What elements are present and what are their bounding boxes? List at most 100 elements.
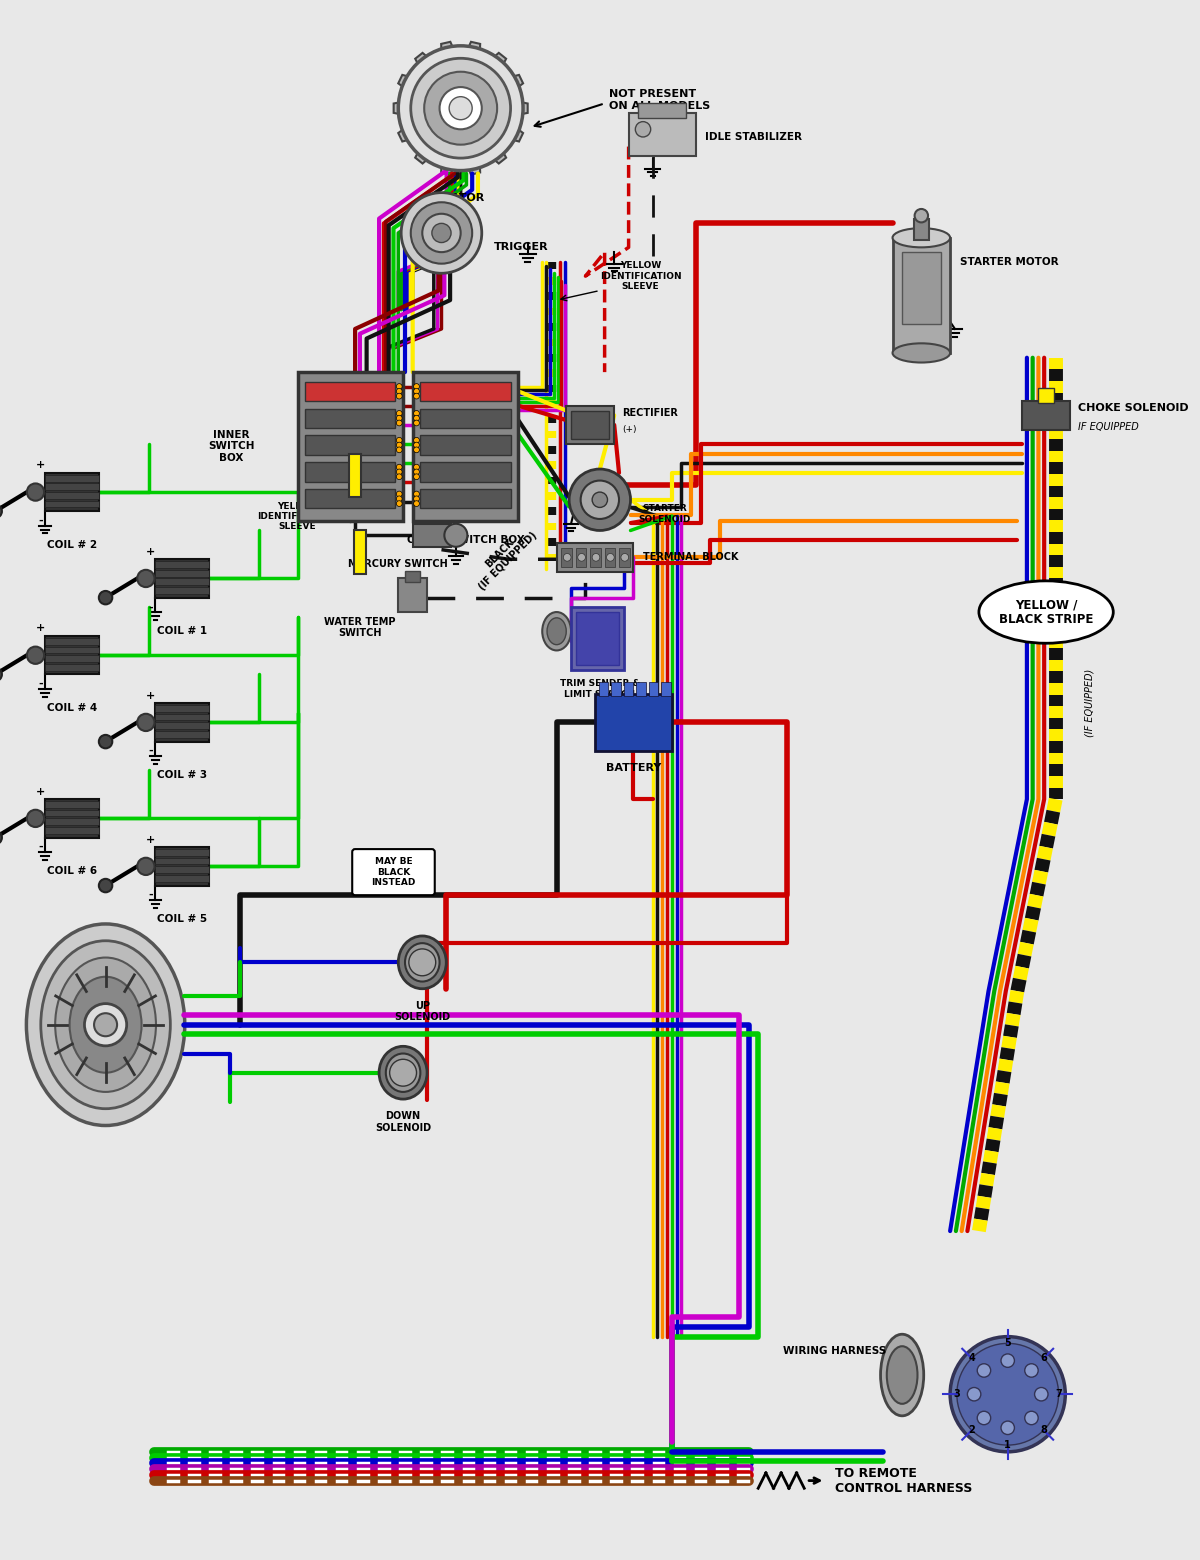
Circle shape bbox=[569, 470, 630, 530]
Circle shape bbox=[0, 831, 2, 844]
Bar bbox=[636, 682, 646, 696]
Ellipse shape bbox=[379, 1047, 427, 1100]
Circle shape bbox=[98, 878, 113, 892]
Circle shape bbox=[414, 501, 419, 507]
Text: MAY BE
BLACK
INSTEAD: MAY BE BLACK INSTEAD bbox=[371, 858, 415, 888]
Circle shape bbox=[439, 87, 481, 129]
Circle shape bbox=[422, 214, 461, 253]
Text: IF EQUIPPED: IF EQUIPPED bbox=[1078, 421, 1139, 432]
Circle shape bbox=[914, 209, 928, 223]
Circle shape bbox=[390, 1059, 416, 1086]
Text: YELLOW /
BLACK STRIPE: YELLOW / BLACK STRIPE bbox=[998, 597, 1093, 626]
Circle shape bbox=[950, 1337, 1066, 1452]
Text: BLACK
(IF EQUIPPED): BLACK (IF EQUIPPED) bbox=[469, 523, 539, 593]
Bar bbox=[156, 849, 209, 856]
FancyBboxPatch shape bbox=[353, 849, 434, 895]
Text: WIRING HARNESS: WIRING HARNESS bbox=[784, 1346, 887, 1356]
Circle shape bbox=[1001, 1354, 1014, 1368]
Text: STARTER MOTOR: STARTER MOTOR bbox=[960, 257, 1058, 267]
Polygon shape bbox=[464, 156, 480, 175]
Circle shape bbox=[414, 465, 419, 470]
Text: +: + bbox=[146, 546, 155, 557]
Polygon shape bbox=[464, 42, 480, 59]
Circle shape bbox=[1034, 1387, 1048, 1401]
Bar bbox=[305, 382, 396, 401]
Circle shape bbox=[396, 474, 402, 479]
Circle shape bbox=[414, 410, 419, 417]
Bar bbox=[571, 410, 610, 440]
Circle shape bbox=[410, 58, 510, 158]
Text: +: + bbox=[36, 786, 44, 797]
Text: (IF EQUIPPED): (IF EQUIPPED) bbox=[1085, 669, 1094, 738]
Bar bbox=[624, 682, 634, 696]
Text: -: - bbox=[38, 679, 43, 690]
Bar bbox=[349, 454, 361, 498]
Circle shape bbox=[414, 420, 419, 426]
Bar bbox=[46, 491, 98, 499]
Polygon shape bbox=[504, 75, 523, 94]
Text: 7: 7 bbox=[1055, 1390, 1062, 1399]
Ellipse shape bbox=[55, 958, 156, 1092]
Circle shape bbox=[84, 1003, 127, 1045]
Bar bbox=[398, 579, 427, 612]
Circle shape bbox=[396, 441, 402, 448]
Text: -: - bbox=[149, 891, 152, 900]
Bar bbox=[305, 409, 396, 427]
Polygon shape bbox=[398, 123, 418, 142]
Circle shape bbox=[414, 388, 419, 395]
Bar bbox=[406, 571, 420, 582]
Circle shape bbox=[414, 415, 419, 421]
Text: -: - bbox=[38, 516, 43, 526]
Circle shape bbox=[98, 735, 113, 749]
Bar bbox=[1022, 401, 1070, 429]
Text: TRIM SENDER &
LIMIT SWITCH: TRIM SENDER & LIMIT SWITCH bbox=[559, 679, 640, 699]
Bar bbox=[156, 732, 209, 738]
Bar bbox=[305, 490, 396, 509]
Circle shape bbox=[444, 524, 467, 548]
Bar bbox=[46, 638, 98, 644]
Bar bbox=[298, 373, 403, 521]
Circle shape bbox=[94, 1012, 118, 1036]
Circle shape bbox=[606, 554, 614, 562]
Polygon shape bbox=[415, 53, 434, 73]
Text: DOWN
SOLENOID: DOWN SOLENOID bbox=[376, 1111, 431, 1133]
Bar bbox=[156, 704, 209, 741]
Bar bbox=[420, 462, 510, 482]
Bar bbox=[46, 810, 98, 816]
Circle shape bbox=[26, 484, 44, 501]
Bar bbox=[354, 530, 366, 574]
Ellipse shape bbox=[70, 977, 142, 1073]
Bar bbox=[576, 612, 619, 665]
Circle shape bbox=[396, 496, 402, 502]
Bar bbox=[557, 543, 634, 573]
Circle shape bbox=[414, 437, 419, 443]
Bar bbox=[562, 548, 572, 566]
Bar bbox=[156, 560, 209, 597]
Bar bbox=[629, 112, 696, 156]
Circle shape bbox=[396, 384, 402, 390]
Circle shape bbox=[967, 1387, 980, 1401]
Bar bbox=[420, 490, 510, 509]
Circle shape bbox=[396, 388, 402, 395]
Circle shape bbox=[398, 45, 523, 170]
Bar bbox=[156, 714, 209, 721]
Circle shape bbox=[414, 470, 419, 474]
Bar bbox=[571, 607, 624, 669]
Circle shape bbox=[396, 420, 402, 426]
Circle shape bbox=[977, 1412, 991, 1424]
Bar bbox=[619, 548, 630, 566]
Circle shape bbox=[414, 441, 419, 448]
Ellipse shape bbox=[26, 924, 185, 1125]
Bar bbox=[305, 462, 396, 482]
Text: UP
SOLENOID: UP SOLENOID bbox=[395, 1000, 450, 1022]
Circle shape bbox=[396, 437, 402, 443]
Text: YELLOW
IDENTIFICATION
SLEEVE: YELLOW IDENTIFICATION SLEEVE bbox=[257, 502, 338, 532]
Text: OUTER SWITCH BOX: OUTER SWITCH BOX bbox=[407, 535, 524, 546]
Bar bbox=[46, 827, 98, 833]
Bar bbox=[566, 406, 614, 445]
Circle shape bbox=[581, 480, 619, 519]
Circle shape bbox=[410, 203, 472, 264]
Bar bbox=[46, 474, 98, 482]
Text: -: - bbox=[149, 746, 152, 757]
Bar bbox=[46, 646, 98, 654]
